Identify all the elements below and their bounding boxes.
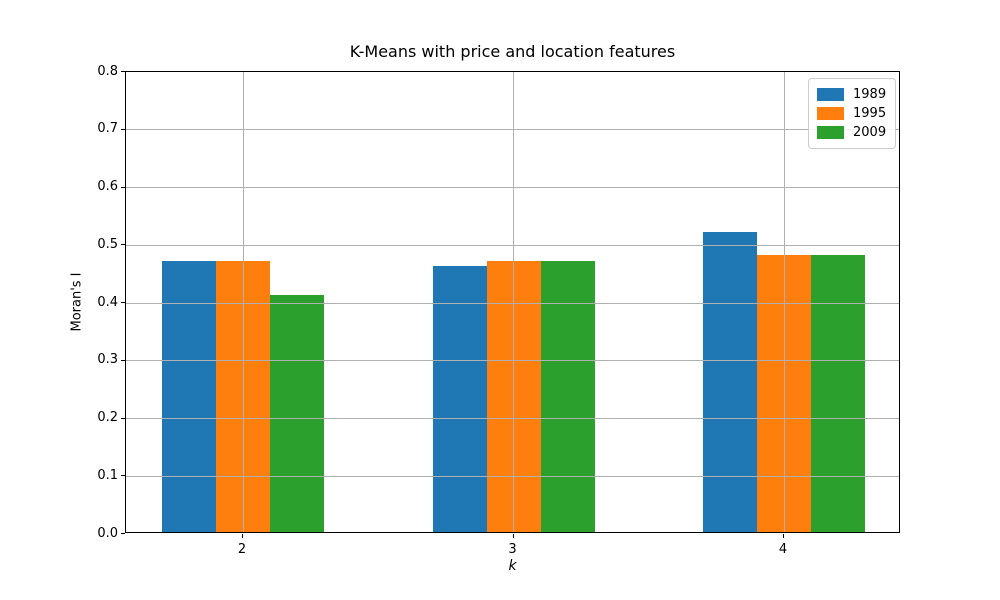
y-tick-mark — [121, 302, 125, 303]
y-tick-label: 0.1 — [97, 467, 118, 483]
y-tick-mark — [121, 417, 125, 419]
legend: 1989 1995 2009 — [808, 78, 896, 149]
y-tick-label: 0.7 — [97, 121, 118, 137]
legend-swatch-1995 — [817, 107, 844, 120]
bar-1989-k3 — [432, 266, 487, 532]
gridline-x-2 — [242, 72, 244, 532]
gridline-y-0.2 — [126, 418, 899, 419]
bar-1989-k2 — [162, 260, 216, 532]
y-tick-mark — [121, 359, 125, 361]
legend-item-1989: 1989 — [817, 85, 887, 104]
legend-label: 1989 — [853, 87, 887, 102]
gridline-y-0.7 — [126, 129, 899, 131]
gridline-y-0.4 — [126, 302, 899, 304]
gridline-y-0.1 — [126, 475, 899, 477]
legend-label: 2009 — [853, 125, 887, 140]
y-tick-mark — [121, 244, 125, 246]
y-tick-label: 0.4 — [97, 294, 118, 310]
gridline-y-0.5 — [126, 244, 899, 246]
legend-label: 1995 — [853, 106, 887, 121]
y-tick-label: 0.5 — [97, 236, 118, 252]
legend-item-1995: 1995 — [817, 104, 887, 123]
x-axis-label: k — [508, 558, 517, 574]
y-tick-label: 0.0 — [97, 525, 118, 541]
gridline-y-0.6 — [126, 187, 899, 188]
y-tick-label: 0.3 — [97, 352, 118, 368]
bar-2009-k3 — [540, 260, 595, 532]
chart-title: K-Means with price and location features — [349, 42, 676, 61]
legend-swatch-1989 — [817, 88, 844, 101]
gridline-y-0.3 — [126, 360, 899, 362]
x-tick-mark — [783, 534, 784, 538]
bar-2009-k2 — [270, 295, 324, 532]
bar-2009-k4 — [811, 254, 865, 532]
y-tick-label: 0.6 — [97, 179, 118, 194]
legend-swatch-2009 — [817, 126, 844, 139]
x-tick-mark — [512, 534, 514, 538]
y-tick-mark — [121, 475, 125, 477]
x-tick-mark — [242, 534, 243, 538]
gridline-x-3 — [513, 72, 514, 532]
y-tick-mark — [121, 128, 125, 130]
x-tick-label: 4 — [778, 542, 788, 557]
y-tick-label: 0.8 — [97, 63, 118, 79]
y-tick-mark — [121, 533, 125, 534]
x-tick-label: 2 — [237, 542, 247, 557]
y-tick-mark — [121, 186, 125, 188]
plot-area — [125, 71, 900, 533]
bar-1989-k4 — [703, 231, 757, 532]
gridline-x-4 — [783, 72, 785, 532]
y-tick-label: 0.2 — [97, 410, 118, 425]
legend-item-2009: 2009 — [817, 123, 887, 142]
y-tick-mark — [121, 71, 125, 72]
x-tick-label: 3 — [508, 542, 517, 557]
